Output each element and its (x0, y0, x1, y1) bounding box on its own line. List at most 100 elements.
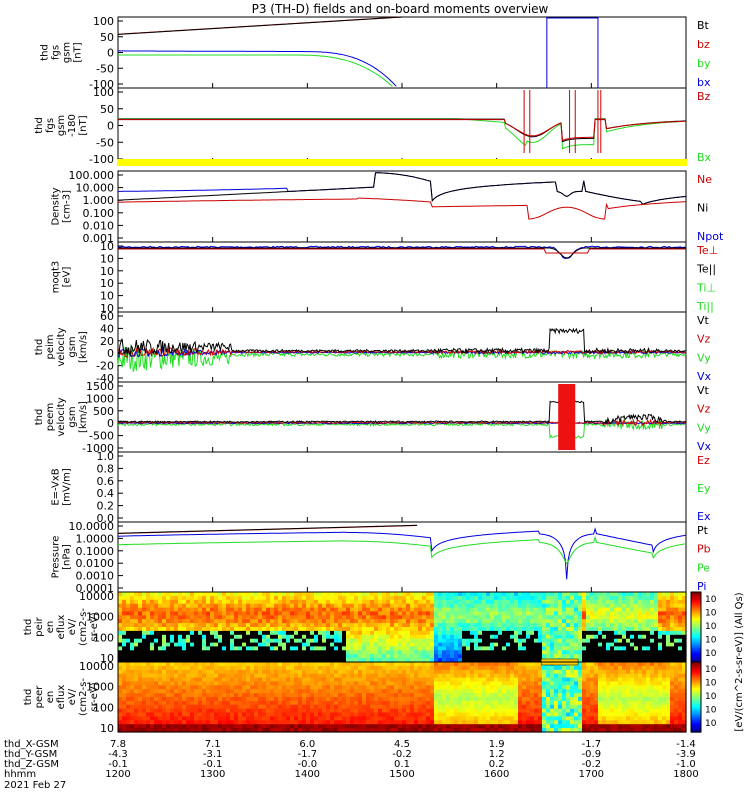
spectro-cell (134, 665, 139, 671)
spectro-cell (118, 724, 123, 729)
spectro-cell (414, 662, 419, 667)
spectro-cell (202, 658, 207, 663)
spectro-cell (358, 607, 363, 613)
spectro-cell (342, 693, 347, 698)
spectro-cell (166, 603, 171, 609)
spectro-cell (570, 634, 575, 640)
series-by (118, 54, 393, 87)
spectro-cell (218, 603, 223, 609)
spectro-cell (414, 681, 419, 686)
spectro-cell (186, 724, 191, 729)
spectro-cell (190, 611, 195, 616)
spectro-cell (538, 658, 543, 663)
spectro-cell (466, 662, 471, 667)
spectro-cell (630, 646, 635, 651)
spectro-cell (274, 646, 279, 651)
spectro-cell (146, 658, 151, 663)
spectro-cell (214, 599, 219, 605)
spectro-cell (430, 728, 435, 733)
spectro-cell (330, 646, 335, 651)
spectro-cell (642, 599, 647, 605)
spectro-cell (202, 728, 207, 733)
spectro-cell (530, 681, 535, 686)
spectro-cell (322, 665, 327, 671)
spectro-cell (610, 603, 615, 609)
spectro-cell (386, 634, 391, 640)
spectro-cell (398, 662, 403, 667)
spectro-cell (594, 603, 599, 609)
spectro-cell (574, 673, 579, 679)
spectro-cell (446, 615, 451, 620)
spectro-cell (546, 599, 551, 605)
spectro-cell (614, 623, 619, 628)
spectro-cell (566, 716, 571, 721)
spectro-cell (422, 681, 427, 686)
spectro-cell (242, 615, 247, 620)
spectro-cell (342, 592, 347, 597)
spectro-cell (470, 704, 475, 710)
spectro-cell (458, 611, 463, 616)
spectro-cell (470, 669, 475, 675)
spectro-cell (622, 595, 627, 601)
spectro-cell (610, 611, 615, 616)
spectro-cell (138, 627, 143, 632)
spectro-cell (678, 599, 683, 605)
spectro-cell (146, 646, 151, 651)
spectro-cell (470, 716, 475, 721)
spectro-cell (442, 638, 447, 644)
spectro-cell (422, 724, 427, 729)
spectro-cell (286, 642, 291, 648)
spectro-cell (334, 634, 339, 640)
spectro-cell (390, 623, 395, 628)
spectro-cell (286, 708, 291, 714)
spectro-cell (290, 712, 295, 718)
spectro-cell (178, 681, 183, 686)
spectro-cell (678, 638, 683, 644)
spectro-cell (182, 654, 187, 659)
spectro-cell (154, 697, 159, 702)
spectro-cell (630, 595, 635, 601)
spectro-cell (142, 619, 147, 624)
spectro-cell (434, 693, 439, 698)
spectro-cell (542, 677, 547, 683)
spectro-cell (238, 704, 243, 710)
spectro-cell (350, 669, 355, 675)
spectro-cell (234, 693, 239, 698)
spectro-cell (474, 662, 479, 667)
spectro-cell (306, 634, 311, 640)
spectro-cell (382, 611, 387, 616)
spectro-cell (306, 673, 311, 679)
spectro-cell (550, 677, 555, 683)
spectro-cell (574, 654, 579, 659)
spectro-cell (402, 662, 407, 667)
spectro-cell (574, 592, 579, 597)
spectro-cell (386, 720, 391, 725)
spectro-cell (622, 607, 627, 613)
spectro-cell (638, 607, 643, 613)
spectro-cell (270, 592, 275, 597)
spectro-cell (454, 658, 459, 663)
spectro-cell (210, 689, 215, 694)
spectro-cell (502, 689, 507, 694)
spectro-cell (626, 630, 631, 636)
spectro-cell (682, 623, 687, 628)
spectro-cell (438, 665, 443, 671)
spectro-cell (278, 634, 283, 640)
spectro-cell (182, 693, 187, 698)
spectro-cell (358, 693, 363, 698)
spectro-cell (154, 693, 159, 698)
spectro-cell (418, 673, 423, 679)
spectro-cell (230, 654, 235, 659)
spectro-cell (238, 728, 243, 733)
spectro-cell (238, 677, 243, 683)
spectro-cell (562, 681, 567, 686)
spectro-cell (222, 658, 227, 663)
spectro-cell (178, 724, 183, 729)
spectro-cell (526, 700, 531, 706)
spectro-cell (502, 716, 507, 721)
spectro-cell (158, 615, 163, 620)
spectro-cell (418, 650, 423, 655)
spectro-cell (150, 712, 155, 718)
spectro-cell (310, 607, 315, 613)
spectro-cell (482, 630, 487, 636)
